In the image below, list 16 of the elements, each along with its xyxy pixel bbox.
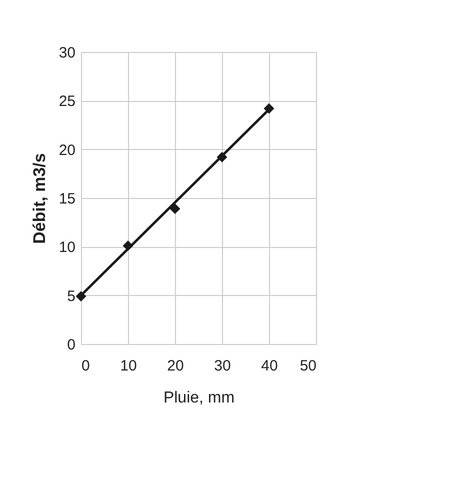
- y-tick-label: 25: [58, 93, 76, 110]
- y-tick-label: 0: [67, 336, 76, 354]
- y-axis-title: Débit, m3/s: [30, 153, 49, 244]
- y-tick-label: 20: [58, 142, 76, 159]
- x-tick-label: 20: [167, 358, 184, 374]
- y-tick-label: 10: [58, 239, 76, 256]
- y-tick-label: 5: [67, 288, 76, 305]
- x-tick-label: 50: [300, 358, 316, 374]
- x-tick-label: 0: [82, 358, 90, 374]
- x-tick-label: 30: [214, 358, 231, 374]
- y-tick-label: 30: [58, 44, 76, 62]
- x-axis-title: Pluie, mm: [163, 390, 235, 406]
- x-tick-label: 40: [261, 358, 278, 374]
- point: [170, 203, 180, 214]
- y-tick-label: 15: [58, 190, 76, 208]
- x-tick-label: 10: [120, 358, 137, 374]
